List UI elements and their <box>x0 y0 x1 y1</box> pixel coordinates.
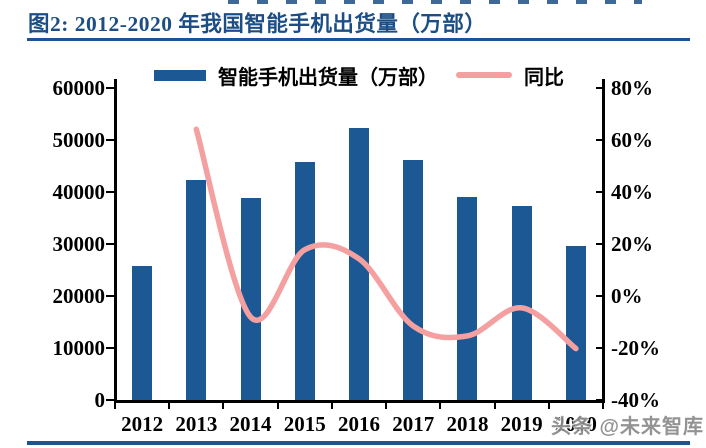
watermark: 头条 @未来智库 <box>551 416 705 438</box>
chart-title: 图2: 2012-2020 年我国智能手机出货量（万部） <box>28 12 487 36</box>
bar-2017 <box>403 160 424 400</box>
y-left-tick <box>106 138 114 141</box>
x-axis-tick <box>547 401 550 409</box>
y-right-label-60%: 60% <box>611 127 653 152</box>
bar-2013 <box>186 179 207 400</box>
y-left-tick <box>106 346 114 349</box>
x-label-2018: 2018 <box>446 412 489 436</box>
bar-2014 <box>240 197 261 400</box>
x-axis-tick <box>330 401 333 409</box>
x-label-2015: 2015 <box>283 412 326 436</box>
x-label-2019: 2019 <box>500 412 543 436</box>
bar-series-swatch <box>154 69 206 81</box>
x-axis-tick <box>168 401 171 409</box>
y-left-tick <box>106 190 114 193</box>
bar-2015 <box>294 162 315 400</box>
x-label-2014: 2014 <box>229 412 272 436</box>
x-axis-tick <box>222 401 225 409</box>
legend: 智能手机出货量（万部） 同比 <box>115 61 603 90</box>
y-right-label-40%: 40% <box>611 179 653 204</box>
x-axis-tick <box>276 401 279 409</box>
x-axis-tick <box>114 401 116 409</box>
y-left-label-0: 0 <box>94 387 106 412</box>
y-left-tick <box>106 242 114 245</box>
bar-2018 <box>457 197 478 400</box>
legend-label-shipments: 智能手机出货量（万部） <box>218 66 438 89</box>
y-left-label-60000: 60000 <box>52 76 106 100</box>
y-right-label-0%: 0% <box>611 283 643 308</box>
y-right-tick <box>596 398 603 401</box>
y-left-label-20000: 20000 <box>52 283 106 308</box>
y-right-tick <box>596 294 603 297</box>
y-left-tick <box>106 398 114 401</box>
y-right-label-20%: 20% <box>611 231 653 256</box>
bar-2019 <box>511 206 532 400</box>
line-series-swatch <box>456 72 512 78</box>
x-label-2013: 2013 <box>175 412 218 436</box>
y-right-label--20%: -20% <box>611 335 660 360</box>
right-axis-line <box>601 79 605 403</box>
bar-2012 <box>132 265 153 400</box>
legend-item-yoy: 同比 <box>456 61 564 90</box>
y-right-label--40%: -40% <box>611 387 660 412</box>
y-right-tick <box>596 346 603 349</box>
x-axis-tick <box>385 401 388 409</box>
y-left-label-50000: 50000 <box>52 127 106 152</box>
y-left-label-30000: 30000 <box>52 231 106 256</box>
x-label-2016: 2016 <box>338 412 380 436</box>
y-right-tick <box>596 138 603 141</box>
legend-item-shipments: 智能手机出货量（万部） <box>154 61 438 90</box>
y-left-label-40000: 40000 <box>52 179 106 204</box>
y-right-tick <box>596 190 603 193</box>
y-left-tick <box>106 294 114 297</box>
y-left-tick <box>106 87 114 89</box>
y-left-label-10000: 10000 <box>52 335 106 360</box>
bottom-rule <box>27 441 690 445</box>
bottom-axis-line <box>113 400 605 403</box>
bar-2016 <box>349 128 369 400</box>
x-axis-tick <box>602 401 604 409</box>
title-divider-rule <box>27 38 690 41</box>
x-axis-tick <box>439 401 442 409</box>
y-right-tick <box>596 242 603 245</box>
bar-2020 <box>565 245 586 400</box>
legend-label-yoy: 同比 <box>524 66 564 89</box>
x-label-2020: 2020 <box>554 412 597 436</box>
left-axis-line <box>113 79 117 403</box>
y-right-tick <box>596 87 603 89</box>
y-right-label-80%: 80% <box>611 76 653 100</box>
x-label-2012: 2012 <box>121 412 164 436</box>
x-label-2017: 2017 <box>392 412 435 436</box>
cropped-text-remnant <box>228 0 642 4</box>
x-axis-tick <box>493 401 496 409</box>
